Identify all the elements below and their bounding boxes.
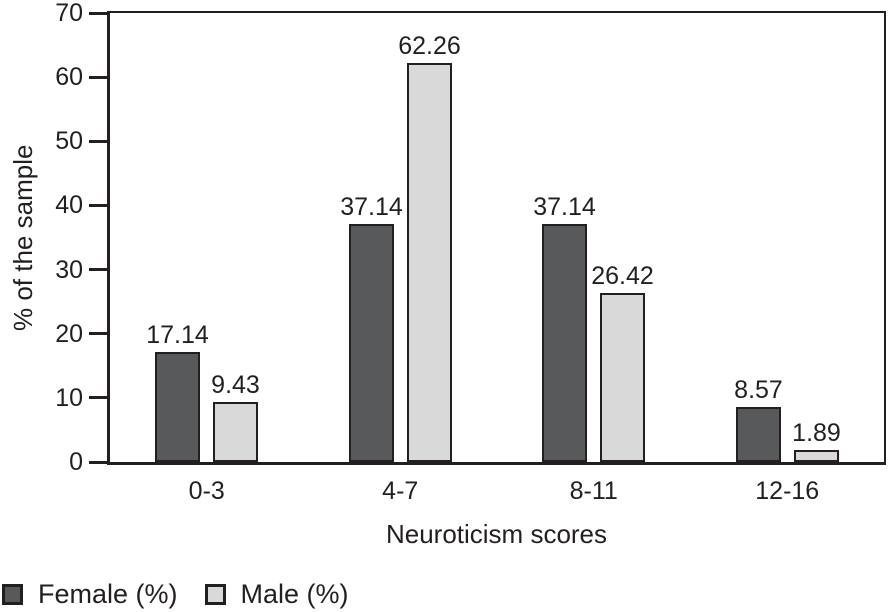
y-tick-mark — [89, 332, 107, 336]
y-tick-mark — [89, 139, 107, 143]
bar-female-0-3 — [155, 352, 200, 462]
bar-value-label-male-4-7: 62.26 — [398, 32, 461, 60]
legend-label-male: Male (%) — [240, 579, 349, 609]
y-tick-mark — [89, 460, 107, 464]
y-tick-label: 40 — [55, 191, 83, 220]
x-tick-label: 4-7 — [382, 477, 419, 505]
y-tick-mark — [89, 203, 107, 207]
y-tick-mark — [89, 268, 107, 272]
y-tick-label: 10 — [55, 383, 83, 412]
bar-value-label-male-12-16: 1.89 — [792, 419, 841, 447]
y-tick-label: 0 — [69, 448, 83, 476]
x-axis-title: Neuroticism scores — [385, 519, 608, 549]
bar-male-0-3 — [213, 402, 258, 462]
plot-area: 17.14 9.43 37.14 62.26 37.14 26.42 8.57 1.89 — [107, 11, 886, 465]
y-tick-label: 30 — [55, 255, 83, 284]
x-tick-label: 8-11 — [569, 477, 618, 505]
legend-swatch-male — [204, 584, 226, 605]
bar-male-8-11 — [600, 293, 645, 462]
legend-label-female: Female (%) — [38, 579, 178, 609]
x-tick-label: 0-3 — [188, 477, 225, 505]
bar-value-label-male-0-3: 9.43 — [211, 371, 260, 399]
y-tick-label: 60 — [55, 63, 83, 92]
x-tick-label: 12-16 — [755, 477, 820, 505]
y-tick-label: 20 — [55, 319, 83, 348]
y-tick-label: 50 — [55, 127, 83, 156]
bar-value-label-male-8-11: 26.42 — [591, 262, 654, 290]
y-tick-mark — [89, 11, 107, 15]
legend-item-female: Female (%) — [2, 579, 178, 610]
bar-value-label-female-4-7: 37.14 — [340, 193, 403, 221]
bar-female-4-7 — [349, 224, 394, 462]
y-tick-mark — [89, 75, 107, 79]
bar-value-label-female-12-16: 8.57 — [734, 376, 783, 404]
bar-value-label-female-8-11: 37.14 — [533, 193, 596, 221]
bar-female-8-11 — [542, 224, 587, 462]
legend: Female (%) Male (%) — [2, 579, 349, 610]
y-tick-mark — [89, 396, 107, 400]
legend-swatch-female — [2, 584, 23, 605]
bar-female-12-16 — [736, 407, 781, 462]
bar-value-label-female-0-3: 17.14 — [146, 321, 209, 349]
y-tick-label: 70 — [55, 0, 83, 27]
legend-item-male: Male (%) — [204, 579, 349, 610]
bar-male-4-7 — [407, 63, 452, 462]
bar-male-12-16 — [794, 450, 839, 462]
